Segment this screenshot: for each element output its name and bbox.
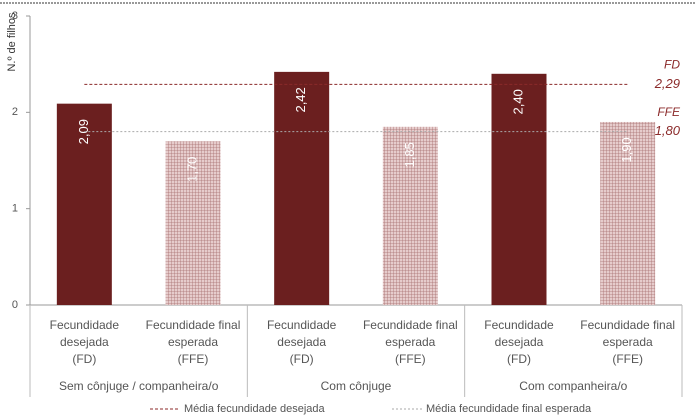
group-label: Com companheira/o — [519, 379, 627, 393]
x-tick-label: (FD) — [507, 352, 531, 366]
reference-tag: FD — [664, 58, 680, 72]
x-tick-label: desejada — [60, 335, 109, 349]
x-tick-label: esperada — [168, 335, 218, 349]
x-tick-label: (FD) — [290, 352, 314, 366]
bar — [600, 121, 656, 305]
x-tick-label: Fecundidade — [50, 318, 120, 332]
y-tick-label: 1 — [12, 203, 18, 215]
bar — [56, 103, 112, 305]
value-label: 2,09 — [76, 119, 91, 144]
x-tick-label: desejada — [277, 335, 326, 349]
x-tick-label: (FFE) — [178, 352, 209, 366]
legend-label: Média fecundidade final esperada — [426, 403, 592, 415]
x-tick-label: (FD) — [72, 352, 96, 366]
x-tick-label: Fecundidade final — [363, 318, 458, 332]
group-label: Com cônjuge — [321, 379, 392, 393]
x-tick-label: esperada — [603, 335, 653, 349]
value-label: 1,85 — [402, 142, 417, 167]
y-tick-label: 2 — [12, 106, 18, 118]
bar — [491, 73, 547, 305]
legend-label: Média fecundidade desejada — [184, 403, 326, 415]
bar — [274, 71, 330, 305]
x-tick-label: Fecundidade — [484, 318, 554, 332]
group-label: Sem cônjuge / companheira/o — [59, 379, 219, 393]
x-tick-label: Fecundidade final — [146, 318, 241, 332]
bar — [165, 141, 221, 305]
value-label: 1,70 — [184, 157, 199, 182]
x-tick-label: esperada — [385, 335, 435, 349]
x-tick-label: desejada — [495, 335, 544, 349]
y-tick-label: 0 — [12, 299, 18, 311]
bar — [382, 126, 438, 306]
x-tick-label: Fecundidade — [267, 318, 337, 332]
reference-value: 1,80 — [655, 123, 681, 138]
value-label: 2,42 — [293, 87, 308, 112]
value-label: 2,40 — [510, 89, 525, 114]
reference-tag: FFE — [657, 105, 681, 119]
reference-value: 2,29 — [654, 76, 680, 91]
y-tick-label: 3 — [12, 10, 18, 22]
x-tick-label: (FFE) — [395, 352, 426, 366]
x-tick-label: (FFE) — [612, 352, 643, 366]
x-tick-label: Fecundidade final — [580, 318, 675, 332]
y-axis-label: N.º de filhos — [6, 12, 18, 72]
value-label: 1,90 — [619, 137, 634, 162]
